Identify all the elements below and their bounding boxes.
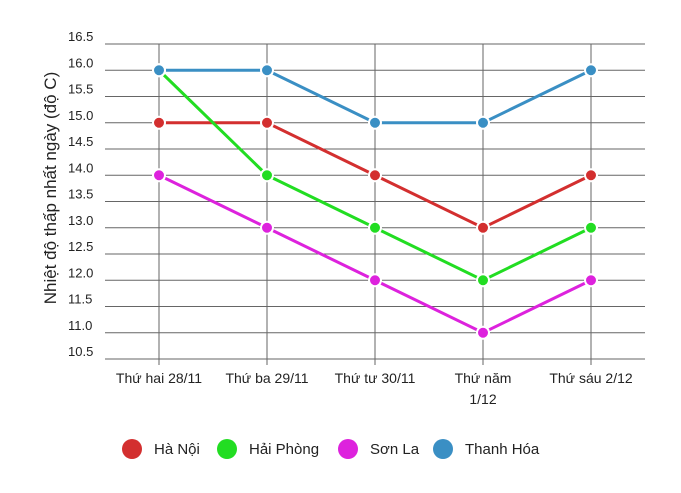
data-point [476,115,490,130]
y-tick-label: 14.0 [68,160,93,175]
y-tick-label: 15.5 [68,82,93,97]
data-point [476,325,490,340]
data-point [152,168,166,183]
x-tick-label: Thứ năm [455,370,512,386]
data-point [476,273,490,288]
data-point [260,168,274,183]
data-point [152,63,166,78]
y-axis-title: Nhiệt độ thấp nhất ngày (độ C) [41,72,60,304]
y-axis-ticks: 16.5 16.0 15.5 15.0 14.5 14.0 13.5 13.0 12.5 12.0… [68,29,93,359]
data-point [584,220,598,235]
legend-label: Thanh Hóa [465,441,540,458]
y-tick-label: 12.0 [68,265,93,280]
x-tick-label: Thứ tư 30/11 [335,370,416,386]
y-tick-label: 16.0 [68,55,93,70]
x-tick-label: Thứ sáu 2/12 [549,370,633,386]
legend-marker [433,439,453,459]
series-lines [152,63,598,340]
data-point [260,115,274,130]
y-tick-label: 13.5 [68,187,93,202]
legend: Hà Nội Hải Phòng Sơn La Thanh Hóa [122,439,540,459]
data-point [584,273,598,288]
legend-marker [122,439,142,459]
y-tick-label: 11.0 [68,318,92,333]
y-tick-label: 15.0 [68,108,93,123]
data-point [152,115,166,130]
x-tick-label: Thứ hai 28/11 [116,370,202,386]
data-point [260,63,274,78]
data-point [584,168,598,183]
x-tick-label: 1/12 [469,391,496,407]
y-tick-label: 10.5 [68,344,93,359]
legend-item: Thanh Hóa [433,439,540,459]
y-tick-label: 11.5 [68,292,92,307]
legend-item: Sơn La [338,439,420,459]
data-point [368,168,382,183]
data-point [260,220,274,235]
data-point [476,220,490,235]
grid [105,43,645,365]
x-tick-label: Thứ ba 29/11 [225,370,308,386]
y-tick-label: 13.0 [68,213,93,228]
legend-marker [217,439,237,459]
legend-item: Hải Phòng [217,439,319,459]
legend-label: Sơn La [370,441,420,458]
data-point [368,220,382,235]
data-point [368,273,382,288]
legend-label: Hải Phòng [249,441,319,458]
y-tick-label: 16.5 [68,29,93,44]
y-tick-label: 14.5 [68,134,93,149]
x-axis-ticks: Thứ hai 28/11 Thứ ba 29/11 Thứ tư 30/11 Thứ… [116,370,633,407]
data-point [584,63,598,78]
data-point [368,115,382,130]
legend-marker [338,439,358,459]
legend-label: Hà Nội [154,441,200,458]
y-tick-label: 12.5 [68,239,93,254]
legend-item: Hà Nội [122,439,200,459]
